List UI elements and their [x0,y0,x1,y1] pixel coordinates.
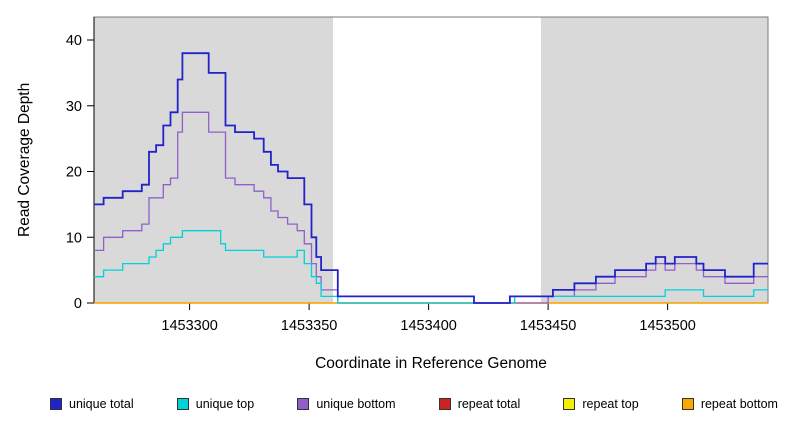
legend-swatch-repeat-total-icon [438,398,451,410]
x-tick-label: 1453350 [281,318,337,334]
legend-item-repeat-bottom: repeat bottom [681,397,778,411]
series-line-unique-total [94,52,768,304]
x-tick-label: 1453450 [520,318,576,334]
legend-item-repeat-total: repeat total [438,397,521,411]
y-tick-label: 40 [66,33,82,49]
x-tick-label: 1453300 [161,318,217,334]
legend-item-unique-total: unique total [50,397,134,411]
shaded-region [94,17,333,303]
legend-swatch-unique-top-icon [176,398,189,410]
legend-label-repeat-bottom: repeat bottom [700,397,778,411]
legend-swatch-repeat-bottom-icon [681,398,694,410]
y-tick-label: 0 [74,296,82,312]
legend-label-unique-bottom: unique bottom [316,397,396,411]
legend-label-repeat-top: repeat top [582,397,639,411]
legend-swatch-unique-total-icon [50,398,62,410]
legend-label-repeat-total: repeat total [457,397,521,411]
y-tick-label: 30 [66,99,82,115]
legend-item-repeat-top: repeat top [563,397,639,411]
shaded-region [540,17,768,303]
legend-swatch-repeat-top-icon [563,398,576,410]
legend: unique total unique top unique bottom repea… [0,397,792,411]
legend-item-unique-top: unique top [176,397,255,411]
legend-swatch-unique-bottom-icon [297,398,310,410]
y-tick-label: 10 [66,230,82,246]
x-tick-label: 1453500 [639,318,695,334]
legend-item-unique-bottom: unique bottom [297,397,396,411]
series-line-unique-bottom [94,111,768,304]
x-axis-title: Coordinate in Reference Genome [315,355,547,372]
plot-canvas: 1453300 1453350 1453400 1453450 1453500 0 10 20… [66,16,769,334]
legend-label-unique-total: unique total [69,397,134,411]
legend-label-unique-top: unique top [195,397,255,411]
y-axis-title: Read Coverage Depth [16,82,33,238]
y-tick-label: 20 [66,165,82,181]
x-tick-label: 1453400 [400,318,456,334]
